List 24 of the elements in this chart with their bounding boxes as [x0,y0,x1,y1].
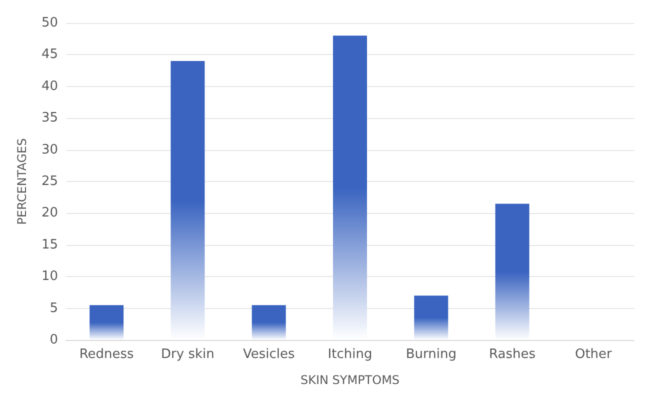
bar [90,305,124,340]
y-tick-label: 25 [41,174,58,189]
y-tick-label: 0 [50,332,58,348]
x-tick-label: Other [574,347,613,362]
x-tick-label: Rashes [489,347,536,362]
x-tick-label: Dry skin [161,347,214,362]
x-axis-title: SKIN SYMPTOMS [300,373,400,387]
x-tick-label: Itching [328,347,372,362]
y-tick-label: 50 [41,16,58,30]
x-tick-label: Redness [79,347,134,362]
y-tick-label: 40 [41,78,58,94]
x-tick-label: Burning [406,347,456,362]
y-tick-label: 5 [50,300,58,316]
y-tick-label: 15 [41,237,58,252]
y-axis-title: PERCENTAGES [15,138,29,225]
y-tick-label: 10 [41,269,58,284]
y-tick-label: 45 [41,47,58,62]
bar [252,305,286,340]
y-tick-label: 35 [41,110,58,126]
bar [495,204,530,340]
y-tick-label: 20 [41,206,58,221]
x-tick-label: Vesicles [242,347,295,362]
bar [414,296,448,340]
y-tick-label: 30 [41,142,58,158]
